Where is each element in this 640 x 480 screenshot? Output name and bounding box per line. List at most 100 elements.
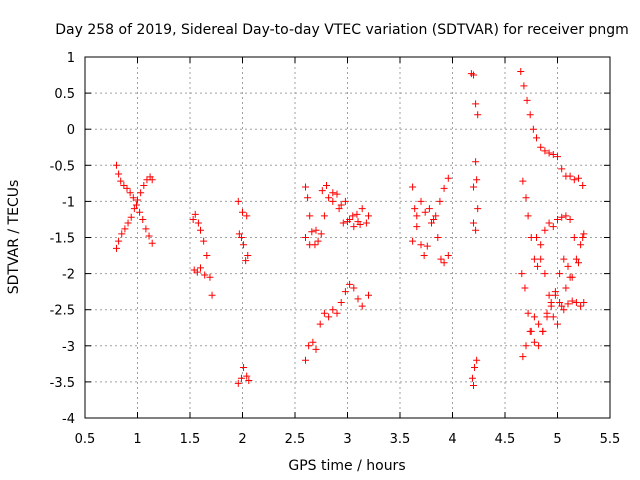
data-point [302,183,309,191]
data-point [318,187,326,195]
data-point [562,212,570,220]
data-point [341,288,349,296]
data-point [537,255,545,263]
data-point [551,288,559,296]
data-point [575,174,582,182]
data-point [193,268,201,276]
data-point [115,170,123,178]
data-point [235,230,243,238]
data-point [362,219,370,227]
data-point [350,223,358,231]
x-tick-label: 3 [343,432,351,447]
data-point [127,213,135,221]
data-point [243,372,251,380]
data-point [344,218,351,226]
data-point [312,345,320,353]
y-axis-label: SDTVAR / TECUs [6,180,22,295]
data-point [413,223,421,231]
data-point [564,262,572,270]
data-point [534,262,542,270]
data-point [560,306,568,314]
data-point [430,215,438,223]
data-point [545,149,553,157]
data-point [522,342,530,350]
data-point [468,374,476,382]
y-tick-label: -4 [62,412,75,427]
data-point [566,172,574,180]
y-tick-label: 0 [67,123,75,138]
y-tick-label: -1 [62,195,75,210]
data-point [521,284,529,292]
data-point [580,298,588,306]
data-point [323,182,330,190]
data-point [470,71,477,79]
data-point [522,194,530,202]
data-point [309,338,317,346]
data-point [333,190,341,198]
data-point [472,100,480,108]
data-point [570,234,578,241]
data-point [543,313,551,321]
data-point [337,201,345,209]
data-point [191,210,199,218]
data-point [115,237,123,245]
y-tick-label: -2 [62,268,75,283]
data-point [245,376,253,384]
x-tick-label: 5 [553,432,561,447]
data-point [568,297,576,305]
data-point [346,280,354,288]
data-point [575,259,582,267]
data-point [302,234,309,241]
data-point [537,143,545,151]
data-point [136,208,144,216]
data-point [329,306,337,314]
data-point [580,230,588,238]
data-point [558,165,566,173]
data-point [358,302,366,310]
data-point [530,338,538,346]
data-point [240,241,248,249]
data-point [520,82,528,90]
data-point [197,264,204,272]
x-tick-label: 4.5 [495,432,516,447]
data-point [518,270,526,278]
data-point [306,212,314,220]
data-point [189,215,197,223]
data-point [118,230,126,238]
data-point [317,230,325,238]
y-tick-label: -3.5 [50,376,75,391]
data-point [470,382,477,390]
data-point [117,177,125,185]
data-point [577,241,585,249]
data-point [428,219,435,227]
data-point [554,153,561,161]
data-point [142,225,150,233]
data-point [234,379,242,387]
data-point [306,241,314,249]
data-point [240,363,248,371]
data-point [354,295,362,303]
data-point [320,212,328,220]
data-point [413,212,421,220]
data-point [539,327,547,335]
data-point [524,309,532,317]
data-point [517,67,525,75]
data-point [472,226,480,234]
grid-lines [85,57,610,418]
data-point [473,176,481,184]
data-point [437,255,445,263]
data-point [423,242,431,250]
data-point [472,158,480,166]
data-point [123,184,131,192]
data-point [314,237,322,245]
data-point [243,212,251,220]
data-point [533,234,540,241]
data-point [530,313,538,321]
y-axis: -4 -3.5 -3 -2.5 -2 -1.5 -1 -0.5 0 0.5 1 [50,51,610,427]
data-point [471,363,479,371]
data-point [519,353,527,361]
data-point [434,234,442,241]
data-point [444,252,452,260]
data-point [203,252,211,260]
data-point [341,197,349,205]
